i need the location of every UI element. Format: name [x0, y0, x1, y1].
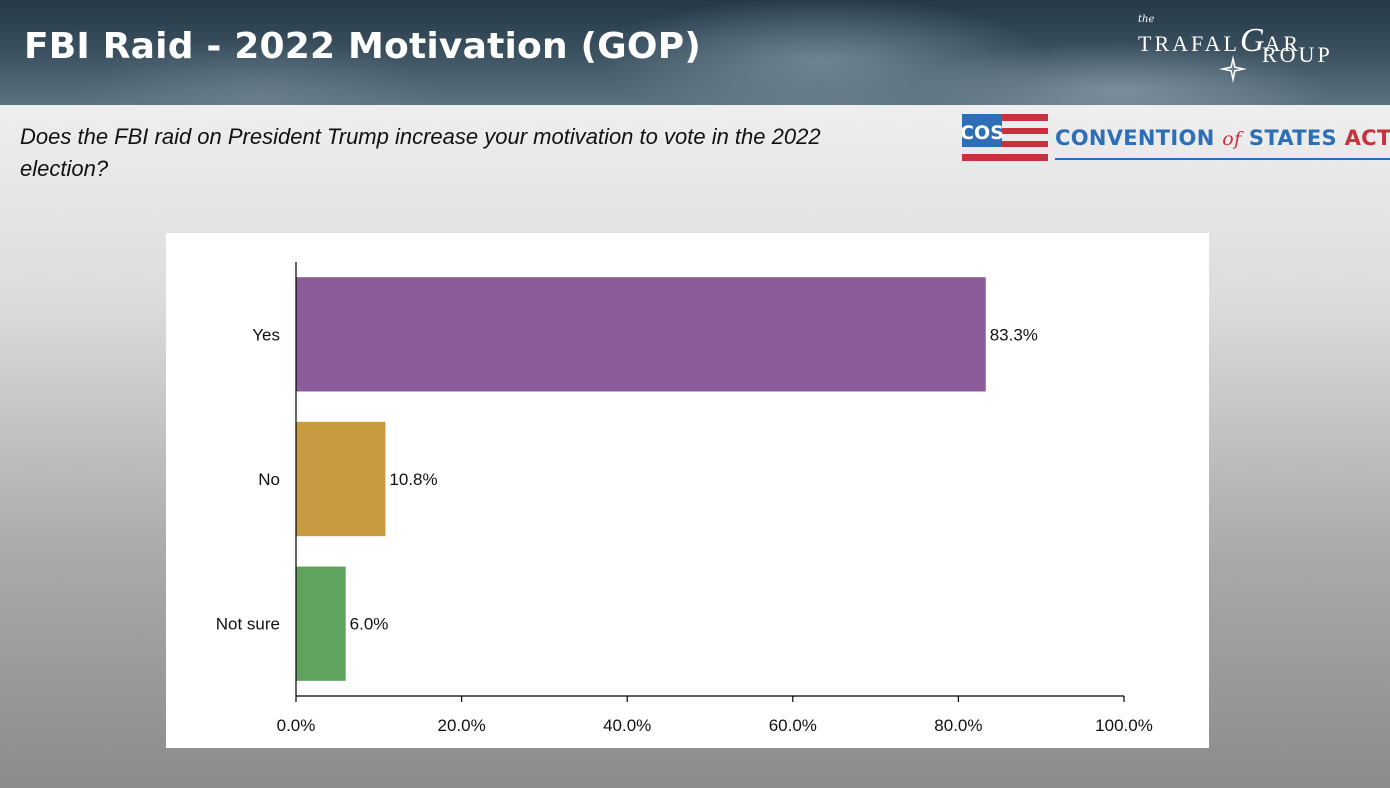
page-title: FBI Raid - 2022 Motivation (GOP) — [24, 26, 701, 67]
x-tick-label-2: 40.0% — [603, 716, 651, 735]
value-label-2: 6.0% — [350, 615, 389, 634]
x-tick-label-4: 80.0% — [934, 716, 982, 735]
logo-line-2: ROUP — [1262, 42, 1333, 67]
category-label-0: Yes — [252, 325, 280, 344]
convention-of-states-logo: COS CONVENTION of STATES ACTION — [960, 114, 1390, 164]
category-label-1: No — [258, 470, 280, 489]
bar-0 — [296, 277, 986, 392]
trafalgar-group-logo: the TRAFALGAR ROUP — [1128, 12, 1348, 92]
x-tick-label-0: 0.0% — [277, 716, 316, 735]
bar-1 — [296, 421, 386, 537]
logo-script-letter: G — [1239, 22, 1265, 59]
sponsor-name: CONVENTION of STATES ACTION — [1055, 126, 1390, 150]
flag-stripes-icon: COS — [962, 114, 1048, 161]
value-label-1: 10.8% — [389, 470, 437, 489]
survey-question: Does the FBI raid on President Trump inc… — [20, 124, 821, 181]
bar-chart: Yes 83.3% No 10.8% Not sure 6.0% 0.0% 20.0% 40.0… — [216, 262, 1153, 735]
logo-line-1: TRAFALGAR — [1138, 22, 1302, 59]
category-label-2: Not sure — [216, 615, 280, 634]
bar-2 — [296, 566, 346, 681]
value-label-0: 83.3% — [990, 325, 1038, 344]
cos-badge-text: COS — [962, 122, 1004, 144]
x-tick-label-3: 60.0% — [769, 716, 817, 735]
sponsor-underline — [1055, 158, 1390, 160]
x-tick-label-5: 100.0% — [1095, 716, 1153, 735]
header-banner: FBI Raid - 2022 Motivation (GOP) the TRA… — [0, 0, 1390, 105]
compass-star-icon — [1219, 55, 1247, 83]
x-tick-label-1: 20.0% — [437, 716, 485, 735]
logo-the-text: the — [1138, 14, 1155, 25]
chart-panel: Yes 83.3% No 10.8% Not sure 6.0% 0.0% 20.0% 40.0… — [166, 233, 1209, 748]
